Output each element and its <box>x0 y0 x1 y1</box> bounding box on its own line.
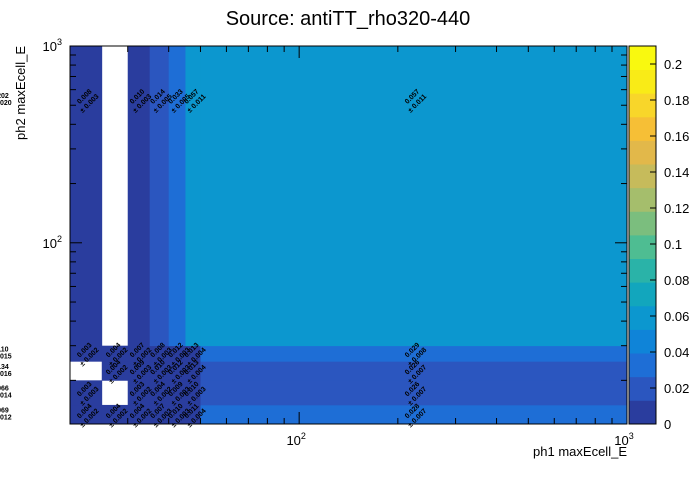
heatmap-cell <box>200 380 628 406</box>
colorbar-tick-label: 0.16 <box>664 129 689 144</box>
chart-title: Source: antiTT_rho320-440 <box>226 8 471 30</box>
heatmap-cell <box>149 46 170 347</box>
cell-value-label: 0.110 <box>0 347 9 354</box>
heatmap-cell <box>185 380 201 406</box>
colorbar-tick-label: 0.12 <box>664 201 689 216</box>
colorbar-swatch <box>629 400 656 425</box>
colorbar-tick-label: 0.02 <box>664 381 689 396</box>
colorbar-swatch <box>629 46 656 71</box>
y-axis-label: ph2 maxEcell_E <box>13 46 28 140</box>
colorbar-swatch <box>629 353 656 378</box>
colorbar-swatch <box>629 329 656 354</box>
heatmap-cell <box>70 345 103 362</box>
cell-error-label: ± 0.016 <box>0 371 12 378</box>
heatmap-cell <box>127 46 151 347</box>
colorbar-swatch <box>629 211 656 236</box>
heatmap-cell <box>70 404 103 425</box>
heatmap-cell <box>127 404 151 425</box>
cell-error-label: ± 0.012 <box>0 415 12 422</box>
colorbar-tick-label: 0 <box>664 417 671 432</box>
heatmap-cell <box>200 46 628 347</box>
heatmap-cell <box>168 345 186 362</box>
heatmap-cell <box>185 361 201 381</box>
heatmap-cell <box>168 46 186 347</box>
heatmap-cell <box>101 345 129 362</box>
heatmap-cell <box>149 361 170 381</box>
heatmap-cell <box>168 361 186 381</box>
heatmap-cell <box>200 361 628 381</box>
x-axis-label: ph1 maxEcell_E <box>533 444 627 459</box>
colorbar-tick-label: 0.06 <box>664 309 689 324</box>
heatmap-cell <box>168 404 186 425</box>
cell-value-label: 0.202 <box>0 93 9 100</box>
colorbar-swatch <box>629 282 656 307</box>
colorbar-swatch <box>629 376 656 401</box>
colorbar-swatch <box>629 69 656 94</box>
heatmap-cell <box>127 380 151 406</box>
colorbar-tick-label: 0.04 <box>664 345 689 360</box>
colorbar-tick-label: 0.2 <box>664 57 682 72</box>
x-tick-label: 102 <box>286 431 305 448</box>
heatmap-cell <box>127 345 151 362</box>
heatmap-cell <box>200 345 628 362</box>
colorbar-tick-label: 0.1 <box>664 237 682 252</box>
plot-frame <box>69 45 628 425</box>
colorbar-swatch <box>629 140 656 165</box>
heatmap-cells <box>70 46 628 425</box>
cell-error-label: ± 0.020 <box>0 100 12 107</box>
y-tick-label: 103 <box>43 37 62 54</box>
cell-value-label: 0.066 <box>0 386 9 393</box>
cell-value-label: 0.134 <box>0 364 9 371</box>
cell-value-label: 0.069 <box>0 408 9 415</box>
colorbar-swatch <box>629 164 656 189</box>
heatmap-cell <box>70 380 103 406</box>
cell-error-label: ± 0.014 <box>0 393 12 400</box>
colorbar-swatch <box>629 93 656 118</box>
cell-error-label: ± 0.015 <box>0 354 12 361</box>
colorbar-tick-label: 0.08 <box>664 273 689 288</box>
heatmap-cell <box>101 404 129 425</box>
heatmap-cell <box>185 46 201 347</box>
heatmap-cell <box>127 361 151 381</box>
y-tick-label: 102 <box>43 234 62 251</box>
heatmap-cell <box>70 46 103 347</box>
colorbar-tick-label: 0.14 <box>664 165 689 180</box>
heatmap-cell <box>149 380 170 406</box>
colorbar-swatch <box>629 258 656 283</box>
colorbar-frame <box>628 45 657 425</box>
heatmap-cell <box>200 404 628 425</box>
colorbar-swatch <box>629 116 656 141</box>
heatmap-cell <box>149 345 170 362</box>
heatmap-cell <box>185 345 201 362</box>
heatmap-cell <box>185 404 201 425</box>
colorbar-tick-label: 0.18 <box>664 93 689 108</box>
x-tick-label: 103 <box>614 431 633 448</box>
colorbar-swatch <box>629 305 656 330</box>
heatmap-cell <box>101 361 129 381</box>
colorbar-swatch <box>629 235 656 260</box>
heatmap-cell <box>149 404 170 425</box>
heatmap-cell <box>168 380 186 406</box>
axes: 102 103 102 103 <box>43 37 634 448</box>
color-scale-bar: 0 0.02 0.04 0.06 0.08 0.1 0.12 0.14 0.16 0.18 0.2 <box>628 45 689 432</box>
